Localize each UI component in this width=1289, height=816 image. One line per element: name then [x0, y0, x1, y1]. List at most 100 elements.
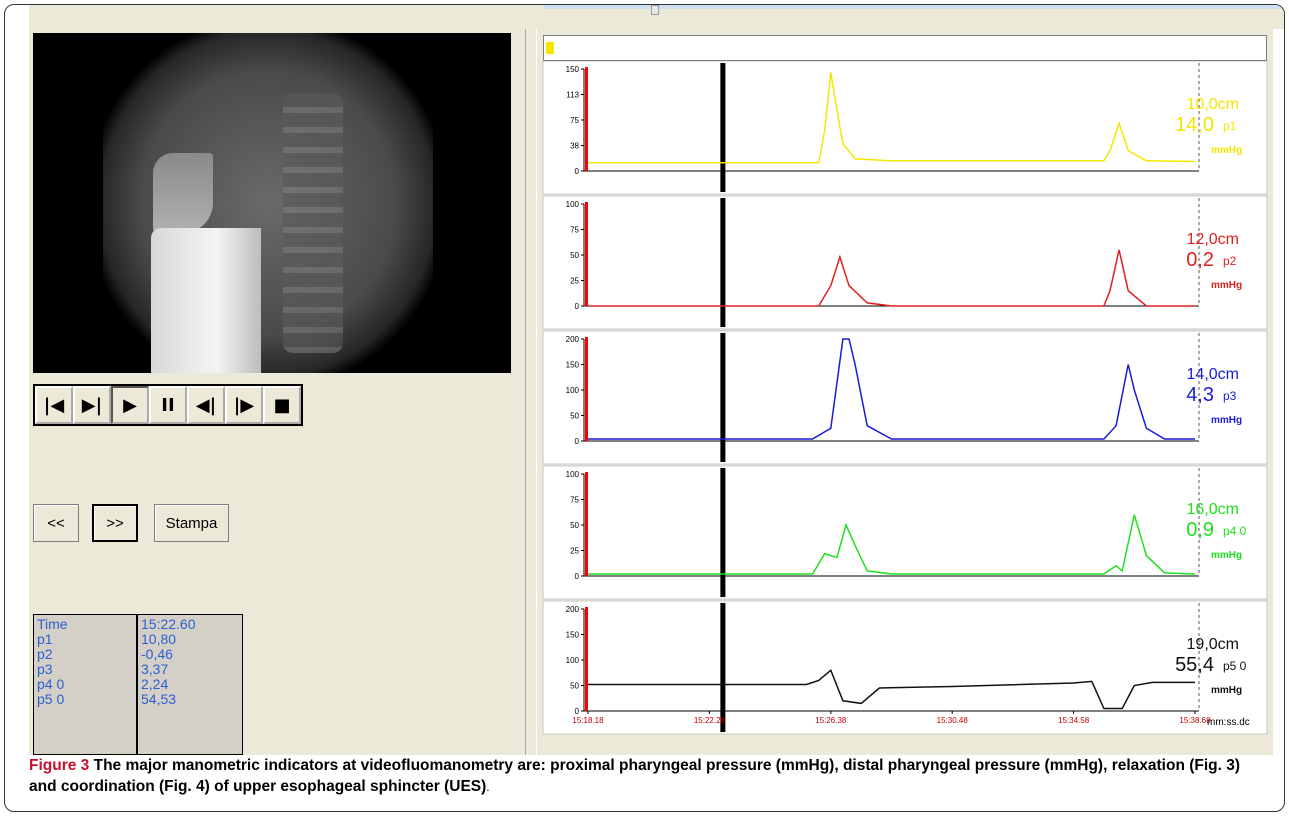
readout-label: p4 0 [37, 676, 65, 692]
y-tick-label: 0 [575, 437, 580, 446]
unit-label: mmHg [1211, 280, 1242, 291]
readout-label: p5 0 [37, 691, 65, 707]
caption-text: The major manometric indicators at video… [29, 757, 1241, 795]
readout-value: 54,53 [141, 691, 177, 707]
caption-tail: . [486, 780, 490, 794]
value-readout-table: Time p1 p2 p3 p4 0 p5 0 15:22.60 10,80 -0,46 3,3… [33, 614, 243, 755]
y-tick-label: 113 [566, 91, 579, 100]
y-tick-label: 200 [566, 335, 580, 344]
readout-label: p2 [37, 646, 53, 662]
stop-icon[interactable]: ■ [263, 386, 301, 424]
figure-number: Figure 3 [29, 757, 90, 774]
readout-label-column: Time p1 p2 p3 p4 0 p5 0 [34, 615, 138, 754]
pressure-value-label: 0,9 [1186, 519, 1214, 541]
readout-label: Time [37, 616, 68, 632]
step-forward-icon[interactable]: |▶ [225, 386, 263, 424]
time-cursor [720, 63, 726, 192]
start-marker [585, 202, 588, 306]
y-tick-label: 200 [566, 605, 580, 614]
y-tick-label: 75 [570, 226, 579, 235]
start-marker [585, 607, 588, 711]
y-tick-label: 150 [566, 65, 580, 74]
y-tick-label: 150 [566, 361, 580, 370]
trace-p3 [588, 338, 1195, 440]
y-tick-label: 75 [570, 496, 579, 505]
pressure-value-label: 55,4 [1175, 654, 1214, 676]
next-button[interactable]: >> [92, 504, 138, 542]
chart-background [542, 600, 1268, 735]
time-cursor [720, 603, 726, 732]
y-tick-label: 100 [566, 656, 580, 665]
readout-value: 3,37 [141, 661, 169, 677]
readout-value: 2,24 [141, 676, 169, 692]
manometry-charts-panel: 150 113 75 38 0 10,0cm 14,0 p1 mmHg 100 75 50 25 0 12,… [539, 29, 1273, 755]
panel-splitter[interactable] [525, 29, 537, 755]
y-tick-label: 50 [570, 412, 579, 421]
timeline-slider-thumb[interactable] [651, 5, 659, 15]
x-tick-label: 15:30.48 [937, 716, 969, 725]
y-tick-label: 25 [570, 547, 579, 556]
start-marker [585, 67, 588, 171]
y-tick-label: 100 [566, 200, 580, 209]
channel-name-label: p4 0 [1223, 524, 1247, 538]
pressure-value-label: 0,2 [1186, 249, 1214, 271]
x-axis-unit-label: mm:ss.dc [1207, 717, 1250, 728]
window-top-strip [29, 5, 1284, 29]
skip-start-icon[interactable]: |◀ [35, 386, 73, 424]
unit-label: mmHg [1211, 685, 1242, 696]
step-forward-end-icon[interactable]: ▶| [73, 386, 111, 424]
y-tick-label: 50 [570, 251, 579, 260]
y-tick-label: 0 [575, 167, 580, 176]
sensor-position-label: 12,0cm [1187, 231, 1239, 248]
y-tick-label: 25 [570, 277, 579, 286]
start-marker [585, 337, 588, 441]
x-tick-label: 15:18.18 [572, 716, 604, 725]
chart-background [542, 61, 1268, 195]
playback-controls: |◀ ▶| ▶ II ◀| |▶ ■ [33, 384, 303, 426]
x-tick-label: 15:38.68 [1179, 716, 1211, 725]
start-marker [585, 472, 588, 576]
sensor-position-label: 19,0cm [1187, 636, 1239, 653]
print-button[interactable]: Stampa [154, 504, 229, 542]
step-back-icon[interactable]: ◀| [187, 386, 225, 424]
application-window: |◀ ▶| ▶ II ◀| |▶ ■ << >> Stampa Time p1 p2 p3 p4 0… [29, 29, 1273, 755]
trace-p2 [588, 249, 1195, 307]
pressure-value-label: 4,3 [1186, 384, 1214, 406]
readout-label: p1 [37, 631, 53, 647]
y-tick-label: 50 [570, 682, 579, 691]
x-tick-label: 15:22.28 [694, 716, 726, 725]
unit-label: mmHg [1211, 550, 1242, 561]
previous-button[interactable]: << [33, 504, 79, 542]
unit-label: mmHg [1211, 145, 1242, 156]
readout-label: p3 [37, 661, 53, 677]
readout-value: 15:22.60 [141, 616, 196, 632]
trace-p4-0 [588, 514, 1196, 575]
trace-p5-0 [588, 668, 1195, 710]
channel-name-label: p5 0 [1223, 659, 1247, 673]
y-tick-label: 100 [566, 386, 580, 395]
event-marker[interactable] [546, 42, 554, 54]
trace-p1 [588, 72, 1196, 164]
y-tick-label: 50 [570, 521, 579, 530]
y-tick-label: 38 [570, 142, 579, 151]
time-cursor [720, 468, 726, 597]
time-cursor [720, 333, 726, 462]
y-tick-label: 0 [575, 302, 580, 311]
event-marker-bar[interactable] [543, 35, 1267, 61]
chart-background [542, 465, 1268, 600]
chart-background [542, 195, 1268, 330]
pause-icon[interactable]: II [149, 386, 187, 424]
x-tick-label: 15:26.38 [815, 716, 847, 725]
readout-value: 10,80 [141, 631, 177, 647]
sensor-position-label: 10,0cm [1187, 96, 1239, 113]
channel-name-label: p1 [1223, 119, 1237, 133]
chart-background [542, 330, 1268, 465]
sensor-position-label: 16,0cm [1187, 501, 1239, 518]
video-fluoroscopy-view [33, 33, 511, 373]
play-icon[interactable]: ▶ [111, 386, 149, 424]
